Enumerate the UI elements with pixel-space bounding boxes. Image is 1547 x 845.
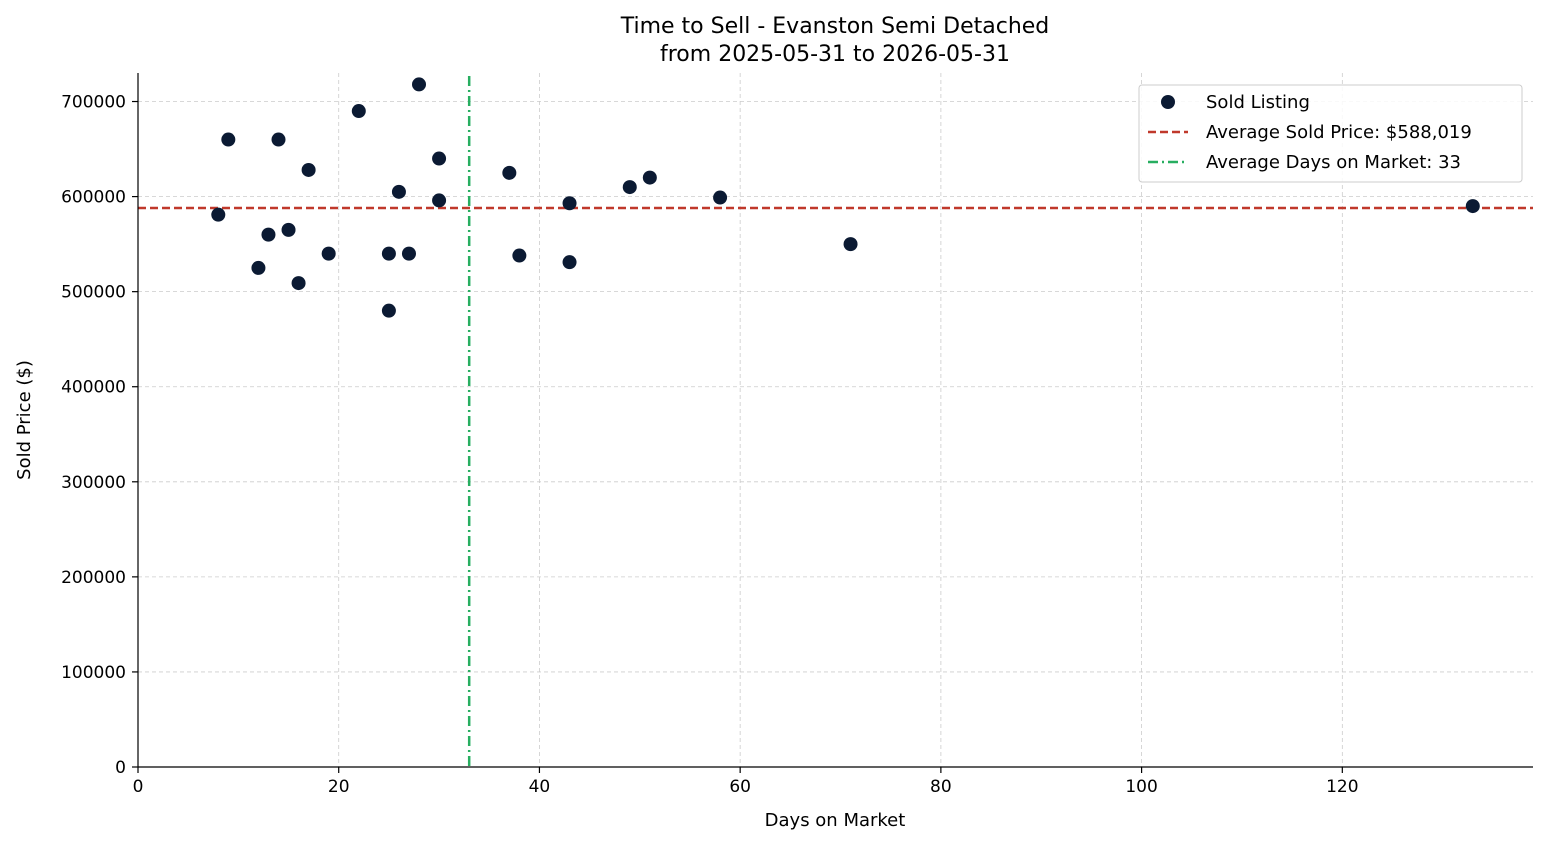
y-tick-label: 100000 <box>61 663 126 683</box>
y-tick-label: 400000 <box>61 378 126 398</box>
data-point <box>843 237 858 252</box>
x-tick-label: 0 <box>133 777 144 797</box>
data-point <box>251 260 266 275</box>
axes <box>137 73 1533 768</box>
legend-label-average-days: Average Days on Market: 33 <box>1206 152 1461 173</box>
x-tick-label: 60 <box>729 777 751 797</box>
chart-subtitle: from 2025-05-31 to 2026-05-31 <box>660 42 1010 67</box>
data-point <box>351 104 366 119</box>
chart-title: Time to Sell - Evanston Semi Detached <box>620 14 1050 39</box>
y-tick-label: 0 <box>115 758 126 778</box>
y-tick-label: 500000 <box>61 283 126 303</box>
x-tick-label: 100 <box>1125 777 1157 797</box>
data-point <box>381 303 396 318</box>
data-point <box>291 276 306 291</box>
data-point <box>412 77 427 92</box>
data-point <box>562 255 577 270</box>
data-point <box>221 132 236 147</box>
y-tick-label: 300000 <box>61 473 126 493</box>
data-point <box>391 184 406 199</box>
data-points <box>211 77 1480 318</box>
data-point <box>271 132 286 147</box>
data-point <box>713 190 728 205</box>
x-tick-label: 20 <box>328 777 350 797</box>
data-point <box>381 246 396 261</box>
x-tick-label: 40 <box>529 777 551 797</box>
data-point <box>432 193 447 208</box>
legend-frame <box>1138 84 1523 183</box>
y-axis-label: Sold Price ($) <box>14 360 35 480</box>
data-point <box>512 248 527 263</box>
y-tick-label: 700000 <box>61 93 126 113</box>
x-tick-label: 120 <box>1326 777 1358 797</box>
y-tick-label: 200000 <box>61 568 126 588</box>
data-point <box>301 162 316 177</box>
x-tick-label: 80 <box>930 777 952 797</box>
data-point <box>1465 199 1480 214</box>
data-point <box>401 246 416 261</box>
data-point <box>261 227 276 242</box>
data-point <box>432 151 447 166</box>
data-point <box>562 196 577 211</box>
ticks: 0 20 40 60 80 100 120 0 100000 200000 300000 400000… <box>61 93 1358 797</box>
legend-label-average-price: Average Sold Price: $588,019 <box>1206 122 1472 143</box>
data-point <box>622 180 637 195</box>
y-tick-label: 600000 <box>61 188 126 208</box>
x-axis-label: Days on Market <box>765 810 906 831</box>
data-point <box>281 222 296 237</box>
legend: Sold Listing Average Sold Price: $588,01… <box>1138 84 1523 183</box>
data-point <box>211 207 226 222</box>
data-point <box>642 170 657 185</box>
legend-label-sold-listing: Sold Listing <box>1206 92 1310 113</box>
legend-marker-sold-listing <box>1161 95 1175 109</box>
reference-lines <box>138 76 1533 767</box>
data-point <box>321 246 336 261</box>
data-point <box>502 165 517 180</box>
